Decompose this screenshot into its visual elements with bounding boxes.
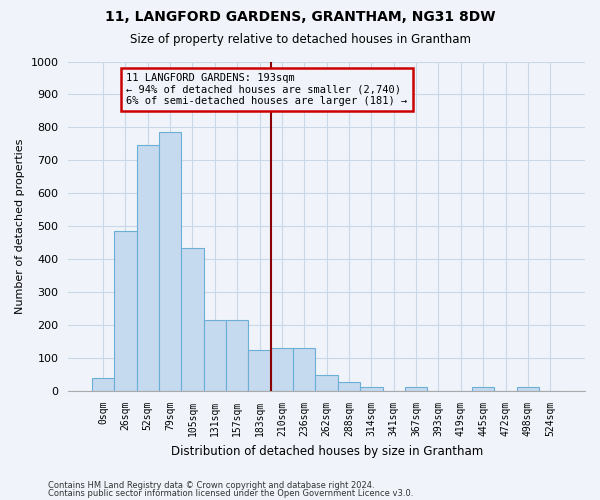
X-axis label: Distribution of detached houses by size in Grantham: Distribution of detached houses by size …: [170, 444, 483, 458]
Text: 11, LANGFORD GARDENS, GRANTHAM, NG31 8DW: 11, LANGFORD GARDENS, GRANTHAM, NG31 8DW: [105, 10, 495, 24]
Y-axis label: Number of detached properties: Number of detached properties: [15, 138, 25, 314]
Bar: [517, 387, 539, 391]
Bar: [92, 378, 114, 391]
Text: Contains public sector information licensed under the Open Government Licence v3: Contains public sector information licen…: [48, 490, 413, 498]
Bar: [472, 387, 494, 391]
Bar: [271, 348, 293, 391]
Text: Size of property relative to detached houses in Grantham: Size of property relative to detached ho…: [130, 32, 470, 46]
Bar: [293, 348, 316, 391]
Bar: [226, 320, 248, 391]
Text: 11 LANGFORD GARDENS: 193sqm
← 94% of detached houses are smaller (2,740)
6% of s: 11 LANGFORD GARDENS: 193sqm ← 94% of det…: [127, 73, 407, 106]
Bar: [248, 350, 271, 391]
Bar: [338, 382, 360, 391]
Bar: [181, 248, 203, 391]
Bar: [203, 320, 226, 391]
Bar: [316, 374, 338, 391]
Bar: [405, 387, 427, 391]
Text: Contains HM Land Registry data © Crown copyright and database right 2024.: Contains HM Land Registry data © Crown c…: [48, 480, 374, 490]
Bar: [360, 387, 383, 391]
Bar: [159, 132, 181, 391]
Bar: [114, 232, 137, 391]
Bar: [137, 144, 159, 391]
